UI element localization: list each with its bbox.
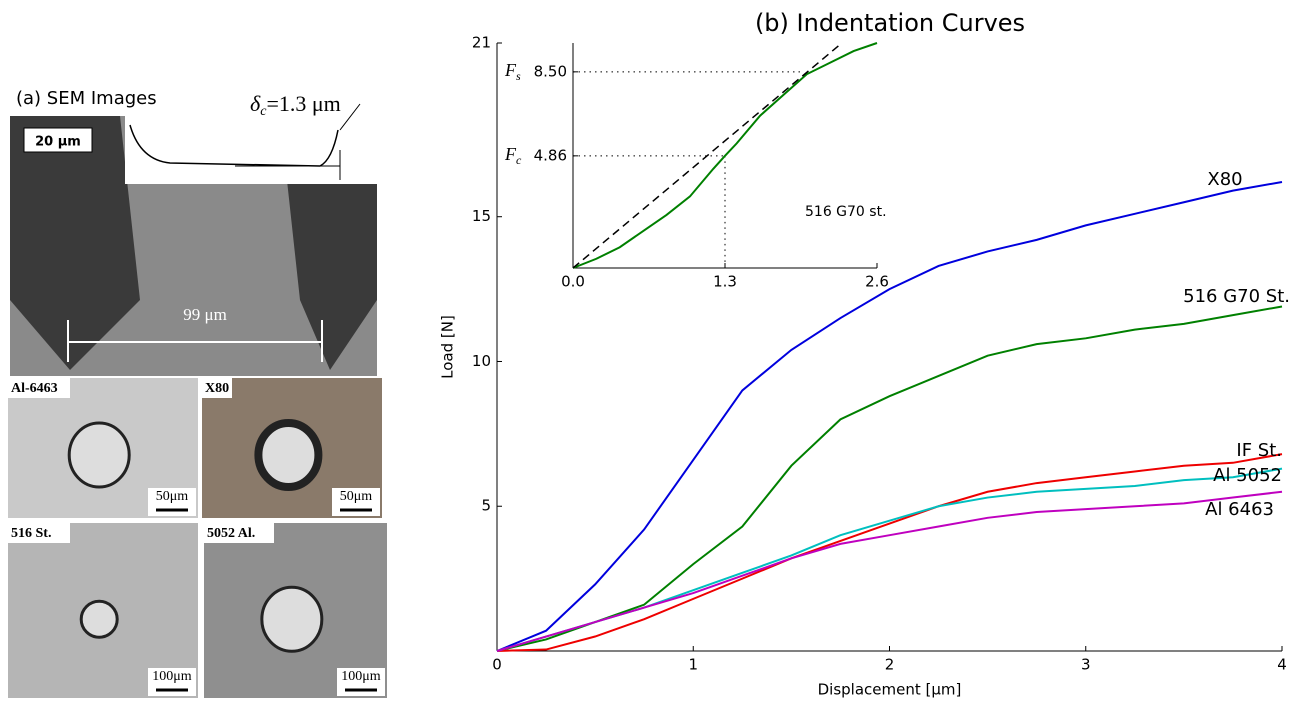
series-line	[572, 42, 843, 269]
series-label: 516 G70 St.	[1183, 286, 1290, 307]
profile-curve	[129, 124, 339, 167]
indent	[260, 585, 324, 653]
delta-symbol: δ	[250, 91, 261, 116]
y-axis-label: Load [N]	[439, 315, 457, 379]
sem-shadow	[10, 116, 377, 370]
scale-label: 50μm	[340, 489, 373, 504]
profile-marker	[235, 103, 361, 180]
tile-label-bg	[202, 378, 232, 398]
tile-label: 516 St.	[11, 526, 51, 541]
y-tick-label: 21	[472, 34, 491, 52]
chart-title: (b) Indentation Curves	[755, 9, 1025, 37]
x-tick-label: 4	[1277, 656, 1287, 674]
tile-label-bg	[8, 378, 70, 398]
x-tick-label: 0	[492, 656, 502, 674]
indent	[254, 419, 323, 491]
indent	[79, 599, 119, 639]
panel-a: (a) SEM Images δc=1.3 μm 20 μm 99 μm	[10, 88, 377, 376]
x-axis-label: Displacement [μm]	[818, 681, 962, 699]
scale-label: 50μm	[156, 489, 189, 504]
series-label: X80	[1207, 169, 1242, 190]
y-tick-label: 10	[472, 352, 491, 370]
sem-scale-box	[23, 127, 93, 153]
x-tick-label: 2.6	[865, 273, 889, 291]
x-tick-label: 0.0	[561, 273, 585, 291]
delta-label: δc=1.3 μm	[250, 91, 341, 119]
series-line	[496, 180, 1283, 652]
width-marker	[67, 320, 323, 362]
x-tick-label: 2	[885, 656, 895, 674]
ref-sub: s	[516, 69, 521, 83]
tile-label: Al-6463	[11, 381, 58, 396]
x-tick-label: 3	[1081, 656, 1091, 674]
micrographs: Al-6463 50μm X80 50μm 516 St. 100μm 5052 Al. 10…	[8, 378, 387, 698]
series-line	[496, 467, 1283, 652]
series-label: Al 5052	[1213, 465, 1282, 486]
series-line	[572, 42, 878, 269]
series-label: Al 6463	[1205, 499, 1274, 520]
x-tick-label: 1	[688, 656, 698, 674]
delta-sub: c	[260, 104, 267, 119]
ref-symbol: F	[504, 144, 517, 164]
inset-annotation: 516 G70 st.	[805, 204, 887, 220]
x-tick-label: 1.3	[713, 273, 737, 291]
indent	[67, 421, 131, 489]
y-tick-label: 5	[481, 497, 491, 515]
ref-label: Fc	[504, 144, 522, 167]
panel-a-title: (a) SEM Images	[16, 88, 157, 109]
y-tick-label: 8.50	[534, 62, 567, 80]
scale-label: 100μm	[341, 669, 381, 684]
sem-width: 99 μm	[183, 305, 227, 324]
sem-scale: 20 μm	[35, 135, 81, 150]
delta-value: =1.3 μm	[266, 91, 340, 116]
series-label: IF St.	[1236, 440, 1282, 461]
series-line	[496, 453, 1283, 652]
series-line	[496, 490, 1283, 652]
tile-label-bg	[8, 523, 70, 543]
tile-label-bg	[204, 523, 274, 543]
scale-label: 100μm	[152, 669, 192, 684]
ref-symbol: F	[504, 60, 517, 80]
ref-label: Fs	[504, 60, 521, 83]
y-tick-label: 15	[472, 207, 491, 225]
y-tick-label: 4.86	[534, 146, 567, 164]
tile-label: 5052 Al.	[207, 526, 255, 541]
profile-inset	[125, 116, 377, 184]
ref-sub: c	[516, 153, 522, 167]
series-line	[496, 305, 1283, 652]
tile-label: X80	[205, 381, 229, 396]
